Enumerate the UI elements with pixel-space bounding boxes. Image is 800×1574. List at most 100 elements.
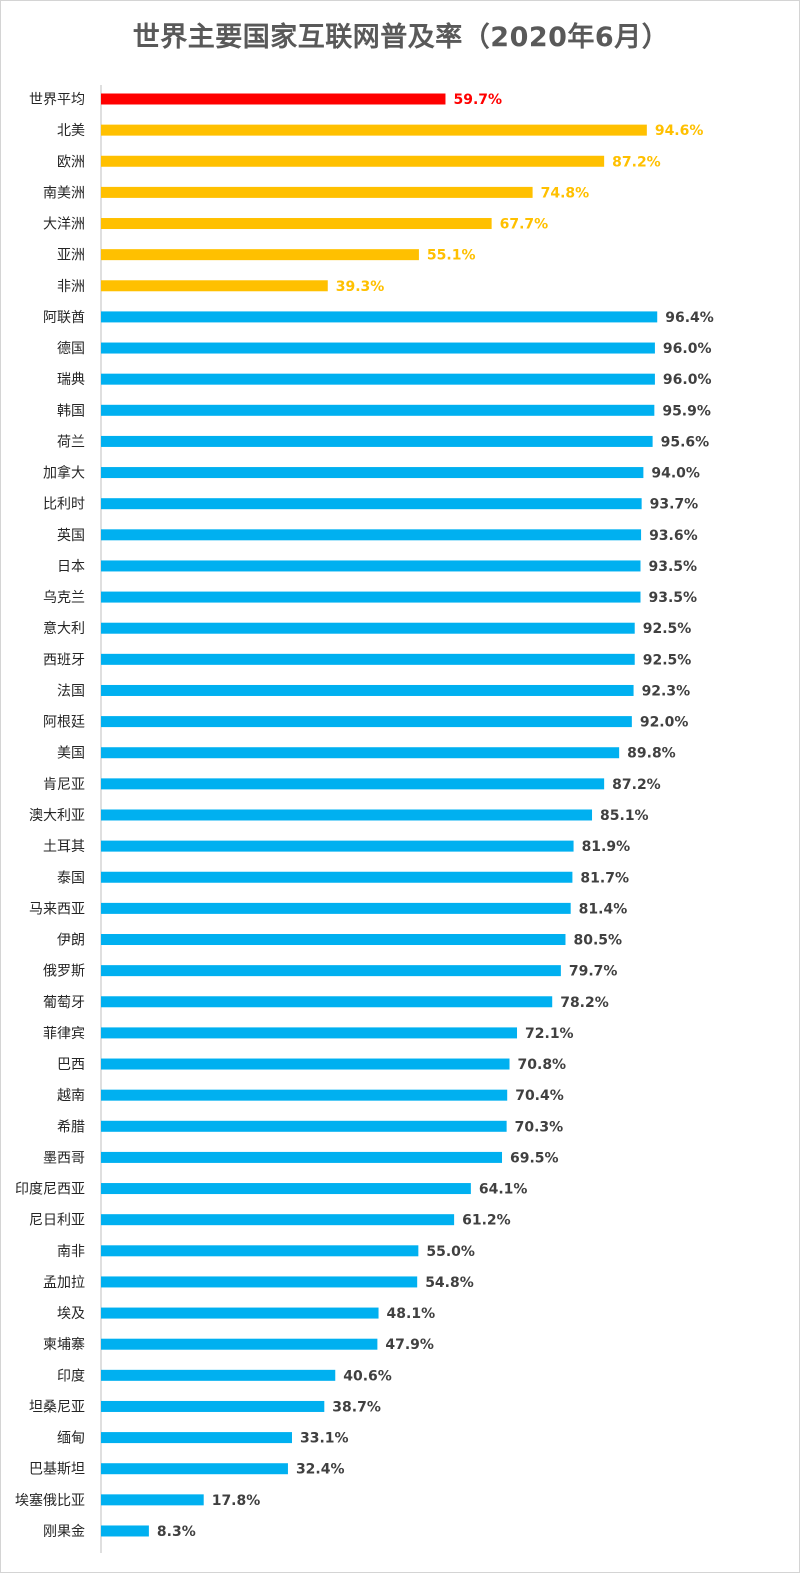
value-label: 87.2% <box>612 777 661 793</box>
value-label: 47.9% <box>385 1337 434 1353</box>
category-label: 南非 <box>57 1244 85 1260</box>
bar-country <box>101 996 553 1008</box>
bar-country <box>101 809 593 821</box>
value-label: 92.5% <box>643 652 692 668</box>
value-label: 85.1% <box>600 808 649 824</box>
category-label: 阿联酋 <box>43 309 85 326</box>
value-label: 70.8% <box>518 1057 567 1073</box>
value-label: 93.5% <box>648 559 697 575</box>
bar-country <box>101 747 620 759</box>
bar-country <box>101 1338 378 1350</box>
bar-country <box>101 965 561 977</box>
bar-country <box>101 560 641 572</box>
category-label: 意大利 <box>43 620 85 637</box>
category-label: 法国 <box>57 683 85 699</box>
category-label: 加拿大 <box>43 465 85 482</box>
bar-country <box>101 529 642 541</box>
bar-country <box>101 404 655 416</box>
bar-country <box>101 373 655 385</box>
value-label: 70.4% <box>515 1088 564 1104</box>
value-label: 92.5% <box>643 621 692 637</box>
category-label: 阿根廷 <box>43 715 85 731</box>
value-label: 95.9% <box>662 403 711 419</box>
category-label: 英国 <box>57 527 85 544</box>
value-label: 93.5% <box>648 590 697 606</box>
bar-country <box>101 1058 510 1070</box>
category-label: 非洲 <box>57 279 85 295</box>
category-label: 欧洲 <box>57 154 85 170</box>
bar-continent <box>101 186 533 198</box>
category-label: 缅甸 <box>57 1431 85 1447</box>
category-label: 坦桑尼亚 <box>29 1399 85 1415</box>
category-label: 世界平均 <box>29 92 85 108</box>
category-label: 尼日利亚 <box>29 1213 85 1229</box>
value-label: 55.1% <box>427 248 476 264</box>
category-label: 日本 <box>57 559 85 575</box>
value-label: 96.0% <box>663 341 712 357</box>
bar-country <box>101 1369 336 1381</box>
category-label: 伊朗 <box>57 933 85 949</box>
value-label: 93.6% <box>649 528 698 544</box>
value-label: 93.7% <box>650 497 699 513</box>
value-label: 96.4% <box>665 310 714 326</box>
category-label: 埃及 <box>57 1306 85 1322</box>
category-label: 南美洲 <box>43 185 85 201</box>
value-label: 87.2% <box>612 154 661 170</box>
value-label: 54.8% <box>425 1275 474 1291</box>
category-label: 俄罗斯 <box>43 964 85 980</box>
bar-country <box>101 1151 503 1163</box>
value-label: 55.0% <box>426 1244 475 1260</box>
bar-continent <box>101 124 647 136</box>
value-label: 74.8% <box>541 185 590 201</box>
bar-country <box>101 778 605 790</box>
category-label: 乌克兰 <box>43 590 85 606</box>
bar-continent <box>101 280 328 292</box>
bar-country <box>101 591 641 603</box>
value-label: 8.3% <box>157 1524 196 1540</box>
bar-country <box>101 498 642 510</box>
value-label: 96.0% <box>663 372 712 388</box>
category-label: 巴西 <box>57 1057 85 1073</box>
bar-country <box>101 1525 149 1537</box>
value-label: 95.6% <box>661 434 710 450</box>
value-label: 94.0% <box>651 466 700 482</box>
bar-country <box>101 1183 471 1195</box>
category-label: 印度 <box>57 1368 85 1384</box>
category-label: 德国 <box>57 341 85 357</box>
category-label: 越南 <box>57 1088 85 1104</box>
bar-country <box>101 622 635 634</box>
category-label: 马来西亚 <box>29 901 85 917</box>
value-label: 92.3% <box>642 683 691 699</box>
bar-country <box>101 840 574 852</box>
bar-country <box>101 653 635 665</box>
value-label: 64.1% <box>479 1182 528 1198</box>
value-label: 70.3% <box>515 1119 564 1135</box>
value-label: 81.9% <box>582 839 631 855</box>
bar-country <box>101 467 644 479</box>
category-label: 荷兰 <box>57 434 85 450</box>
bar-country <box>101 1494 204 1506</box>
value-label: 92.0% <box>640 715 689 731</box>
value-label: 89.8% <box>627 746 676 762</box>
category-label: 希腊 <box>57 1119 85 1135</box>
category-label: 葡萄牙 <box>43 995 85 1011</box>
value-label: 48.1% <box>387 1306 436 1322</box>
category-label: 比利时 <box>43 497 85 513</box>
bar-country <box>101 342 655 354</box>
value-label: 59.7% <box>453 92 502 108</box>
value-label: 39.3% <box>336 279 385 295</box>
bar-country <box>101 684 634 696</box>
bar-country <box>101 902 571 914</box>
bar-continent <box>101 218 492 230</box>
bar-country <box>101 1214 455 1226</box>
category-label: 土耳其 <box>43 839 85 855</box>
category-label: 肯尼亚 <box>43 777 85 793</box>
value-label: 17.8% <box>212 1493 261 1509</box>
category-label: 瑞典 <box>57 372 85 388</box>
bar-country <box>101 871 573 883</box>
bar-country <box>101 1089 508 1101</box>
bar-country <box>101 1027 518 1039</box>
category-label: 大洋洲 <box>43 217 85 233</box>
value-label: 67.7% <box>500 217 549 233</box>
